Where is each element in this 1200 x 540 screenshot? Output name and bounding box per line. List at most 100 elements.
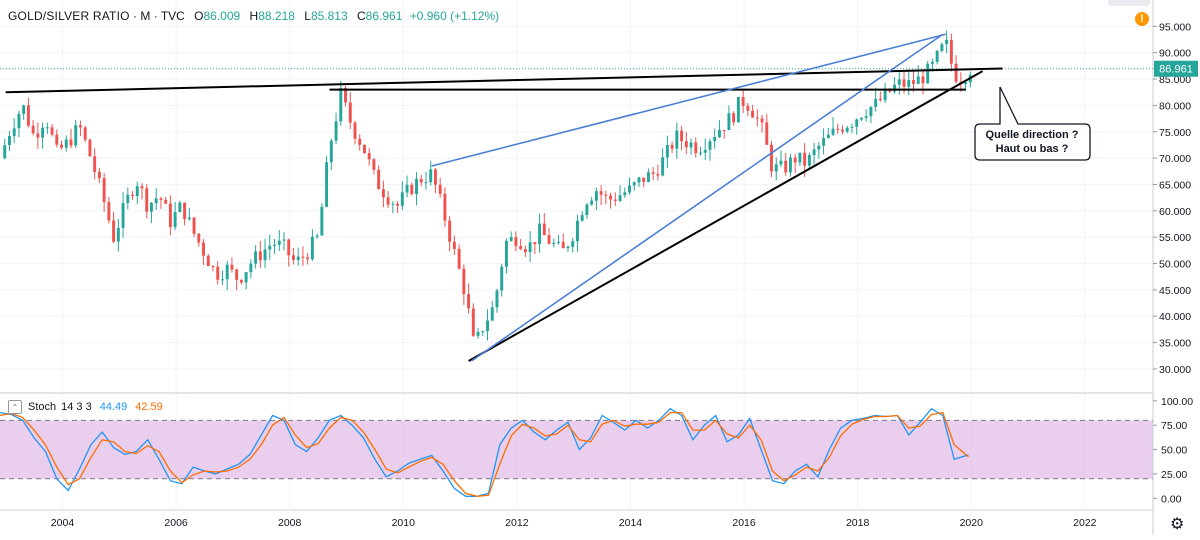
time-tick-label: 2022 (1073, 517, 1097, 529)
stoch-band-fill (0, 420, 1153, 479)
stoch-series-k (0, 407, 969, 497)
candle-body (419, 178, 423, 183)
trendline-blue-upper-line[interactable] (431, 33, 946, 167)
annotation-callout[interactable]: Quelle direction ? Haut ou bas ? (974, 86, 1091, 161)
trendlines-layer[interactable] (5, 33, 1003, 362)
candle-body (916, 76, 920, 84)
candle-body (3, 145, 7, 159)
candle-body (538, 223, 542, 245)
candle-body (74, 125, 78, 146)
candle-body (841, 129, 844, 132)
time-tick-label: 2010 (392, 517, 416, 529)
candle-body (803, 152, 807, 166)
candle-body (7, 136, 11, 146)
candle-body (770, 144, 773, 172)
candle-body (116, 227, 120, 242)
candle-body (504, 240, 508, 267)
candle-body (533, 242, 537, 245)
stoch-k-value: 44.49 (99, 401, 128, 413)
stoch-d-value: 42.59 (135, 401, 163, 413)
collapse-icon[interactable]: ⌃ (8, 400, 22, 414)
candle-body (112, 220, 116, 242)
candle-body (490, 307, 494, 321)
time-tick-label: 2006 (164, 517, 188, 529)
candle-body (126, 194, 130, 203)
candle-body (344, 87, 347, 103)
candle-body (60, 144, 63, 148)
candle-body (159, 198, 163, 200)
candle-body (310, 236, 314, 260)
candle-body (291, 255, 295, 260)
candle-body (282, 239, 286, 241)
candle-body (273, 244, 276, 246)
trendline-black-support-line[interactable] (468, 70, 984, 362)
price-tick-label: 95.000 (1159, 21, 1191, 33)
candle-body (400, 192, 404, 206)
candle-body (429, 169, 433, 183)
candle-body (632, 182, 636, 186)
candle-body (732, 113, 736, 123)
candle-body (822, 138, 826, 146)
candle-body (277, 240, 281, 245)
candle-body (628, 185, 631, 193)
candle-body (665, 144, 669, 158)
price-tick-label: 80.000 (1159, 100, 1191, 112)
candle-body (575, 220, 579, 242)
candle-body (680, 130, 684, 142)
candle-body (78, 125, 82, 128)
symbol-title[interactable]: GOLD/SILVER RATIO (8, 9, 130, 23)
candle-body (45, 127, 49, 129)
candle-body (381, 189, 385, 198)
stoch-legend: ⌃ Stoch 14 3 3 44.49 42.59 (8, 400, 163, 414)
stoch-name[interactable]: Stoch (28, 401, 57, 413)
annotation-line-2: Haut ou bas ? (996, 143, 1069, 155)
candle-body (599, 191, 603, 195)
candle-body (736, 96, 740, 123)
candle-body (585, 204, 589, 216)
candle-body (197, 233, 201, 243)
close-value: 86.961 (365, 9, 403, 23)
candle-body (940, 44, 944, 51)
annotation-bubble[interactable] (974, 86, 1091, 161)
candle-body (779, 160, 783, 165)
time-tick-label: 2018 (846, 517, 870, 529)
candle-body (542, 223, 546, 236)
candle-body (831, 128, 835, 135)
candle-body (254, 251, 258, 264)
candle-body (396, 203, 400, 206)
candle-body (741, 96, 745, 106)
top-toolbar-handle[interactable] (1108, 0, 1150, 6)
candle-body (623, 192, 627, 196)
candle-body (424, 182, 428, 184)
trendline-blue-lower-line[interactable] (470, 33, 944, 362)
candle-body (367, 153, 371, 160)
stoch-axis[interactable]: 100.00 75.00 50.00 25.00 0.00 (1153, 396, 1193, 505)
stoch-lines-layer (0, 407, 969, 497)
candle-body (500, 266, 504, 291)
candle-body (609, 195, 613, 200)
candle-body (50, 127, 54, 135)
candle-body (471, 308, 475, 336)
candle-body (102, 178, 106, 203)
candle-body (703, 149, 707, 153)
candle-body (798, 152, 802, 163)
candle-body (140, 186, 144, 189)
price-axis[interactable]: 95.000 90.000 85.000 80.000 75.000 70.000 65.0… (1153, 21, 1191, 376)
exclamation-alert-icon[interactable]: ! (1135, 12, 1149, 26)
stoch-series-d (0, 411, 969, 497)
candle-body (220, 279, 224, 281)
close-label: C (357, 9, 366, 23)
trendline-black-upper-horizontal[interactable] (5, 67, 1003, 94)
gear-icon[interactable]: ⚙ (1170, 516, 1185, 533)
candle-body (547, 235, 551, 244)
candle-body (405, 184, 409, 193)
low-value: 85.813 (310, 9, 348, 23)
candle-body (528, 242, 532, 253)
candle-body (334, 121, 338, 141)
time-axis[interactable]: 2004 2006 2008 2010 2012 2014 2016 2018 2020 2022 (51, 517, 1097, 529)
candle-body (845, 127, 849, 132)
candle-body (353, 122, 357, 139)
candle-body (306, 257, 310, 260)
